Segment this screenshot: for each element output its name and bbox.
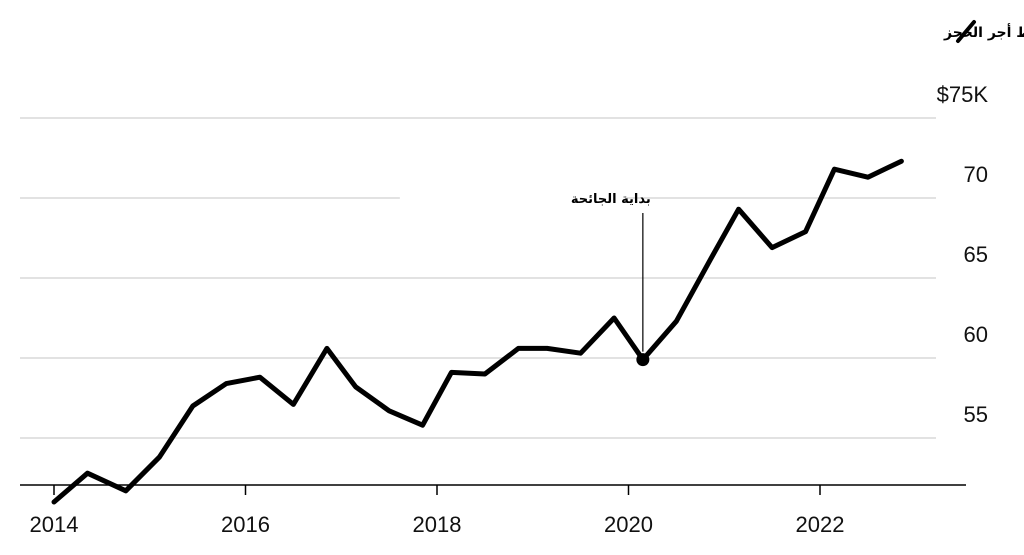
- legend-line-swatch: [956, 20, 976, 43]
- series-layer: [51, 158, 904, 505]
- y-tick-label: 65: [964, 242, 988, 267]
- series-line: [51, 158, 904, 505]
- x-axis: 2014 2016 2018 2020 2022: [20, 484, 966, 537]
- legend: متوسط أجر الحجز: [943, 20, 1024, 43]
- x-tick-label: 2018: [413, 512, 462, 537]
- annotation-label: بداية الجائحة: [571, 192, 651, 207]
- legend-label: متوسط أجر الحجز: [943, 23, 1024, 41]
- y-axis-ticks: $75K 70 65 60 55: [937, 82, 989, 427]
- x-tick-label: 2014: [30, 512, 79, 537]
- x-tick-label: 2016: [221, 512, 270, 537]
- pandemic-point-marker: [636, 353, 650, 367]
- x-tick-label: 2020: [604, 512, 653, 537]
- y-tick-label: 70: [964, 162, 988, 187]
- gridlines: [20, 117, 936, 439]
- y-tick-label: 60: [964, 322, 988, 347]
- y-tick-label: 55: [964, 402, 988, 427]
- x-tick-label: 2022: [796, 512, 845, 537]
- annotation: بداية الجائحة: [571, 192, 651, 352]
- y-tick-label: $75K: [937, 82, 989, 107]
